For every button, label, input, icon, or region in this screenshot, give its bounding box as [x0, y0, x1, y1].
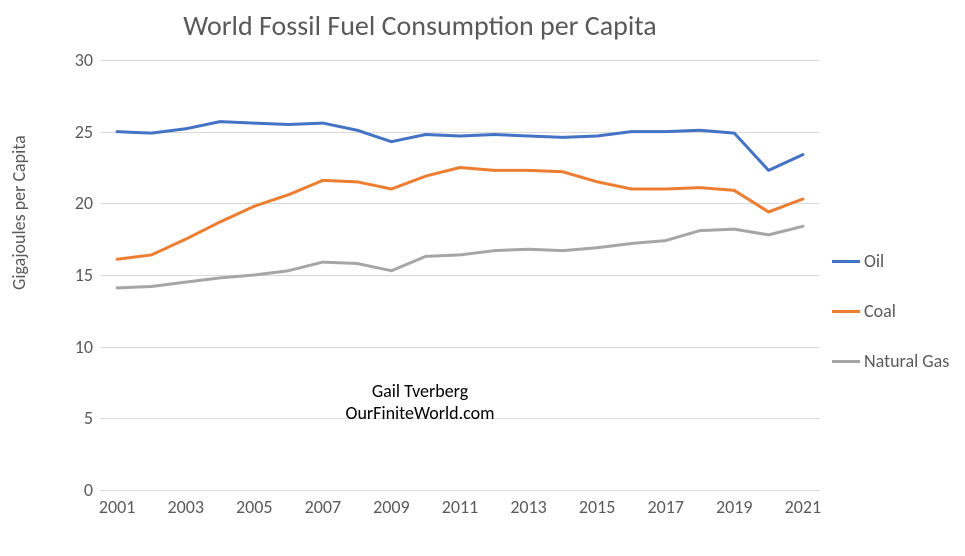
- legend-label-coal: Coal: [864, 300, 896, 322]
- legend-label-natural-gas: Natural Gas: [864, 350, 949, 372]
- x-tick-label: 2009: [373, 496, 410, 518]
- series-line-coal: [117, 168, 803, 260]
- x-tick-label: 2017: [647, 496, 684, 518]
- x-tick-label: 2001: [99, 496, 136, 518]
- x-tick-label: 2013: [510, 496, 547, 518]
- y-tick-label: 15: [43, 264, 93, 286]
- chart-container: World Fossil Fuel Consumption per Capita…: [0, 0, 965, 556]
- attribution-line1: Gail Tverberg: [0, 380, 840, 402]
- x-tick-label: 2019: [716, 496, 753, 518]
- legend: Oil Coal Natural Gas: [832, 250, 949, 400]
- plot-area: [100, 60, 820, 490]
- x-tick-label: 2007: [305, 496, 342, 518]
- y-tick-label: 20: [43, 192, 93, 214]
- legend-item-coal: Coal: [832, 300, 949, 322]
- x-tick-label: 2021: [785, 496, 822, 518]
- x-tick-label: 2003: [167, 496, 204, 518]
- series-line-natural-gas: [117, 226, 803, 288]
- chart-lines: [100, 60, 820, 490]
- y-tick-label: 0: [43, 479, 93, 501]
- x-tick-label: 2011: [442, 496, 479, 518]
- series-line-oil: [117, 122, 803, 171]
- y-tick-label: 30: [43, 49, 93, 71]
- legend-swatch-oil: [832, 260, 860, 263]
- attribution-line2: OurFiniteWorld.com: [0, 402, 840, 424]
- chart-title: World Fossil Fuel Consumption per Capita: [0, 8, 840, 43]
- legend-label-oil: Oil: [864, 250, 884, 272]
- legend-swatch-natural-gas: [832, 360, 860, 363]
- y-tick-label: 10: [43, 336, 93, 358]
- x-tick-label: 2005: [236, 496, 273, 518]
- legend-item-natural-gas: Natural Gas: [832, 350, 949, 372]
- x-axis-baseline: [100, 490, 820, 491]
- y-tick-label: 25: [43, 121, 93, 143]
- y-axis-title: Gigajoules per Capita: [8, 135, 30, 290]
- legend-item-oil: Oil: [832, 250, 949, 272]
- legend-swatch-coal: [832, 310, 860, 313]
- x-tick-label: 2015: [579, 496, 616, 518]
